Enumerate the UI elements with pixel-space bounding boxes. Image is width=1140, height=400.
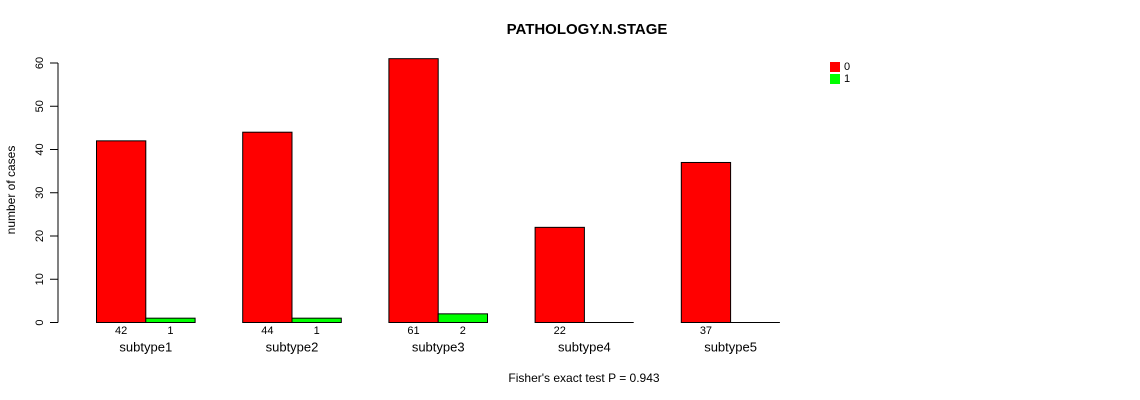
- fisher-test-annotation: Fisher's exact test P = 0.943: [508, 371, 660, 385]
- bar-subtype2-series1: [291, 317, 342, 323]
- legend-label: 0: [844, 61, 851, 73]
- y-tick-label: 60: [34, 57, 46, 69]
- bar-subtype4-series0: [534, 226, 585, 324]
- y-tick-label: 0: [34, 319, 46, 325]
- bar-subtype1-series0: [96, 140, 147, 323]
- bar-subtype2-series0: [242, 131, 293, 323]
- bar-value-label: 42: [115, 325, 127, 337]
- chart-title: PATHOLOGY.N.STAGE: [506, 21, 668, 38]
- category-label: subtype5: [704, 340, 757, 355]
- category-label: subtype2: [266, 340, 319, 355]
- bar-value-label: 1: [314, 325, 320, 337]
- bar-value-label: 44: [261, 325, 273, 337]
- bar-subtype1-series1: [145, 317, 196, 323]
- bar-value-label: 37: [700, 325, 712, 337]
- bar-value-label: 1: [167, 325, 173, 337]
- bar-subtype3-series0: [388, 58, 439, 324]
- legend-swatch: [830, 62, 840, 72]
- category-label: subtype1: [119, 340, 172, 355]
- legend-item: 1: [830, 73, 851, 85]
- bar-subtype5-series0: [680, 161, 732, 323]
- bar-value-label: 22: [554, 325, 566, 337]
- y-tick-label: 40: [34, 143, 46, 155]
- bar-value-label: 61: [407, 325, 419, 337]
- category-label: subtype3: [412, 340, 465, 355]
- legend-item: 0: [830, 61, 851, 73]
- bar-value-label: 2: [460, 325, 466, 337]
- y-tick-label: 50: [34, 100, 46, 112]
- legend-swatch: [830, 74, 840, 84]
- y-tick-label: 30: [34, 187, 46, 199]
- category-label: subtype4: [558, 340, 611, 355]
- legend-label: 1: [844, 73, 851, 85]
- bar-subtype3-series1: [437, 313, 489, 324]
- y-tick-label: 10: [34, 273, 46, 285]
- y-tick-label: 20: [34, 230, 46, 242]
